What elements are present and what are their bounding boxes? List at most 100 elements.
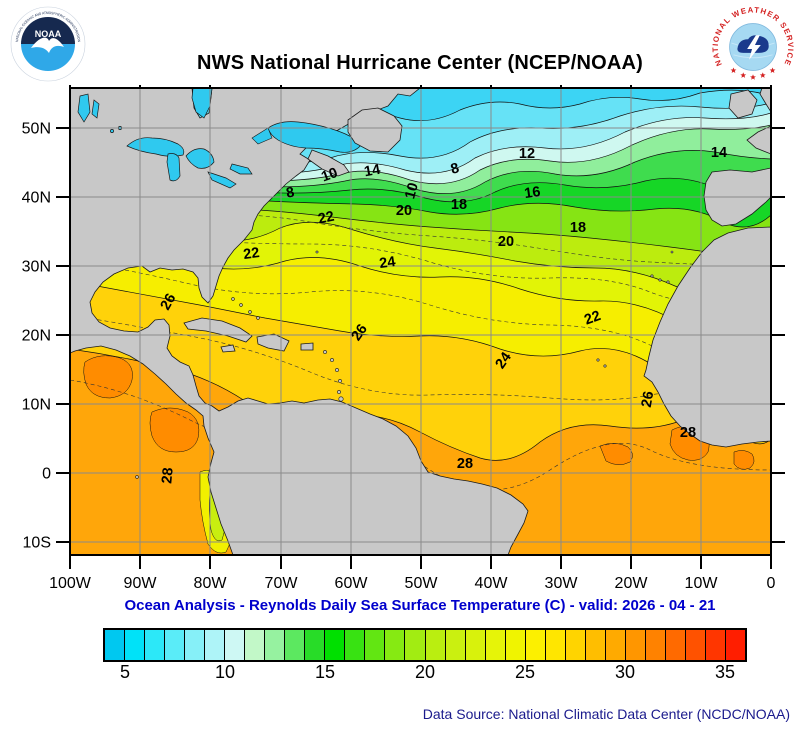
lesser-antilles [323,350,344,402]
land-jamaica [220,344,236,353]
land-puerto-rico [300,342,314,351]
colorbar-segment [645,630,666,660]
lat-label: 50N [22,121,51,138]
lon-label: 0 [767,575,776,592]
colorbar-segment [345,630,366,660]
contour-label: 10 [402,181,422,201]
contour-label: 22 [242,245,260,263]
colorbar-segment [245,630,266,660]
lon-label: 70W [265,575,299,592]
colorbar-segment [325,630,346,660]
land-cuba [183,317,253,343]
lat-label: 10S [23,535,51,552]
colorbar-segment [705,630,726,660]
land-nova-scotia [307,149,350,177]
contour-label: 28 [159,467,176,484]
noaa-logo: NATIONAL OCEANIC AND ATMOSPHERIC ADMINIS… [10,6,86,82]
colorbar-segment [445,630,466,660]
lon-label: 50W [405,575,439,592]
colorbar-segment [205,630,226,660]
colorbar-segment [565,630,586,660]
atlantic-islands [135,250,674,479]
land-africa [643,226,771,448]
colorbar-tick-label: 20 [414,662,436,682]
land-americas [70,88,529,555]
colorbar-labels: 5 10 15 20 25 30 35 [103,662,747,686]
colorbar-tick-label: 5 [119,662,131,682]
colorbar-segment [365,630,386,660]
colorbar-segment [425,630,446,660]
lon-label: 60W [335,575,369,592]
map-caption: Ocean Analysis - Reynolds Daily Sea Surf… [124,597,716,614]
colorbar-tick-label: 35 [714,662,736,682]
nws-logo: NATIONAL WEATHER SERVICE [712,6,794,88]
colorbar-segment [405,630,426,660]
colorbar-segment [465,630,486,660]
colorbar-segment [525,630,546,660]
colorbar-segment [105,630,126,660]
lon-label: 40W [475,575,509,592]
bahamas [231,250,319,320]
noaa-globe-top [21,17,75,44]
lon-label: 80W [194,575,228,592]
colorbar-segment [545,630,566,660]
colorbar-segment [505,630,526,660]
lon-label: 10W [685,575,719,592]
gulf-st-lawrence [267,121,363,153]
colorbar-tick-label: 30 [614,662,636,682]
colorbar-segment [585,630,606,660]
colorbar-segment [725,630,745,660]
contour-label: 26 [639,390,658,409]
contour-label: 8 [449,160,461,178]
lon-label: 100W [49,575,92,592]
noaa-center-text: NOAA [35,29,62,39]
contour-label: 18 [451,197,467,213]
colorbar-segment [685,630,706,660]
colorbar-segment [485,630,506,660]
lon-label: 90W [124,575,158,592]
contour-label: 20 [396,203,412,219]
contour-label: 14 [711,145,727,161]
contour-label: 8 [285,184,296,201]
colorbar-tick-label: 10 [214,662,236,682]
great-lakes [126,137,253,189]
nws-lightning-icon [747,35,761,60]
contour-label: 28 [680,425,696,441]
lon-label: 30W [545,575,579,592]
contour-label: 28 [457,456,473,472]
colorbar-segment [165,630,186,660]
contour-label: 20 [498,234,514,250]
colorbar-segment [305,630,326,660]
data-source-note: Data Source: National Climatic Data Cent… [422,706,790,722]
contour-label: 22 [582,308,603,329]
contour-labels: 8 10 14 10 8 12 14 16 18 18 20 20 22 22 22 24 24 26 26 26 28… [158,145,727,484]
noaa-seagull-icon [31,37,64,53]
contour-label: 24 [493,350,515,372]
contour-label: 22 [317,209,336,228]
colorbar-segment [225,630,246,660]
contour-label: 24 [378,254,396,272]
sst-map: 8 10 14 10 8 12 14 16 18 18 20 20 22 22 22 24 24 26 26 26 28… [22,85,785,593]
land-newfoundland [347,107,403,153]
northern-lakes [77,88,213,133]
colorbar-tick-label: 25 [514,662,536,682]
land-ireland [728,89,758,119]
colorbar-segment [125,630,146,660]
axis-labels: 100W 90W 80W 70W 60W 50W 40W 30W 20W 10W 0 50N 40N 30… [22,121,776,593]
colorbar-segment [385,630,406,660]
page-title: NWS National Hurricane Center (NCEP/NOAA… [196,52,644,74]
lat-label: 0 [42,466,51,483]
colorbar-segment [285,630,306,660]
lat-label: 40N [22,190,51,207]
contour-label: 18 [570,220,586,236]
colorbar [103,628,747,662]
colorbar-segment [145,630,166,660]
map-frame [69,87,772,556]
contour-label: 26 [349,322,371,344]
axis-ticks [56,85,785,569]
lat-label: 10N [22,397,51,414]
land-britain [759,88,771,113]
colorbar-segment [265,630,286,660]
contour-label: 10 [319,165,340,186]
